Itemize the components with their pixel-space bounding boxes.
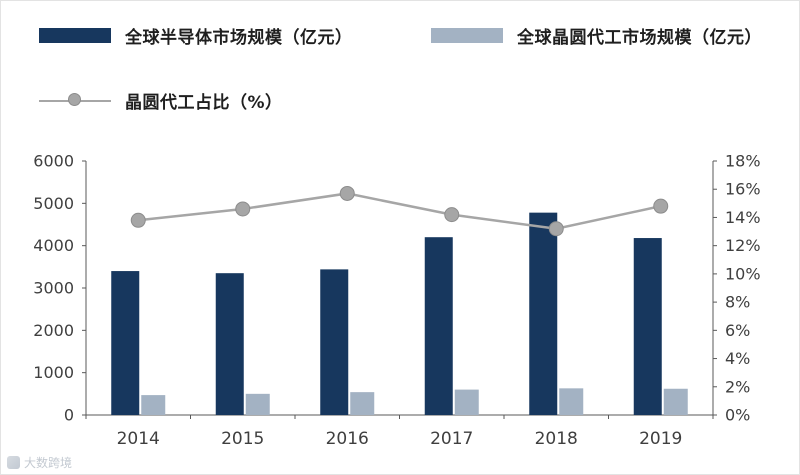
legend-label-foundry: 全球晶圆代工市场规模（亿元） [517, 28, 762, 48]
watermark-logo-icon [7, 456, 20, 469]
legend-swatch-foundry-bar [431, 28, 503, 43]
bar-semiconductor-2015 [215, 273, 244, 415]
ratio-marker-2014 [130, 212, 146, 228]
ratio-marker-2018 [548, 221, 564, 237]
legend-line-dot-icon [67, 93, 81, 106]
ratio-line [138, 192, 662, 231]
ratio-marker-2019 [653, 198, 669, 214]
right-axis-tick-label: 4% [725, 349, 750, 368]
bar-semiconductor-2017 [424, 237, 453, 415]
bar-semiconductor-2016 [320, 269, 349, 415]
x-axis-label: 2016 [326, 429, 369, 449]
legend-label-semiconductor: 全球半导体市场规模（亿元） [125, 28, 353, 48]
right-axis-tick-label: 12% [725, 236, 761, 255]
x-axis-label: 2019 [639, 429, 682, 449]
right-axis-tick-label: 16% [725, 180, 761, 199]
legend-label-ratio: 晶圆代工占比（%） [125, 93, 283, 113]
right-axis-tick-label: 2% [725, 377, 750, 396]
right-axis-tick-label: 0% [725, 406, 750, 425]
left-axis-tick-label: 4000 [33, 236, 74, 255]
right-axis-tick-label: 10% [725, 264, 761, 283]
ratio-marker-2015 [235, 201, 251, 217]
legend-swatch-semiconductor-bar [39, 28, 111, 43]
x-axis-label: 2014 [117, 429, 160, 449]
bar-foundry-2016 [350, 392, 375, 415]
x-axis-label: 2017 [430, 429, 473, 449]
bar-semiconductor-2018 [529, 212, 558, 415]
bar-foundry-2015 [245, 393, 270, 415]
left-axis-tick-label: 3000 [33, 279, 74, 298]
left-axis-tick-label: 0 [64, 406, 74, 425]
ratio-marker-2017 [444, 207, 460, 223]
legend-item-semiconductor: 全球半导体市场规模（亿元） [39, 23, 431, 48]
bar-foundry-2014 [141, 395, 166, 415]
left-axis-tick-label: 1000 [33, 363, 74, 382]
watermark-text: 大数跨境 [24, 456, 73, 470]
bar-foundry-2017 [454, 389, 479, 415]
bar-foundry-2019 [663, 388, 688, 415]
ratio-marker-2016 [339, 185, 355, 201]
bar-semiconductor-2019 [633, 238, 662, 415]
left-axis-tick-label: 6000 [33, 152, 74, 171]
bar-semiconductor-2014 [111, 271, 140, 415]
left-axis-tick-label: 2000 [33, 321, 74, 340]
watermark: 大数跨境 [7, 454, 72, 471]
left-axis-tick-label: 5000 [33, 194, 74, 213]
chart-legend: 全球半导体市场规模（亿元） 全球晶圆代工市场规模（亿元） 晶圆代工占比（%） [39, 23, 779, 113]
legend-row-2: 晶圆代工占比（%） [39, 88, 779, 113]
bar-foundry-2018 [559, 388, 584, 415]
right-axis-tick-label: 8% [725, 293, 750, 312]
legend-row-1: 全球半导体市场规模（亿元） 全球晶圆代工市场规模（亿元） [39, 23, 779, 48]
right-axis-tick-label: 6% [725, 321, 750, 340]
x-axis-label: 2018 [535, 429, 578, 449]
legend-line-marker-icon [39, 93, 111, 108]
right-axis-tick-label: 14% [725, 208, 761, 227]
legend-item-foundry: 全球晶圆代工市场规模（亿元） [431, 23, 799, 48]
x-axis-label: 2015 [221, 429, 264, 449]
legend-item-ratio: 晶圆代工占比（%） [39, 88, 431, 113]
right-axis-tick-label: 18% [725, 152, 761, 171]
